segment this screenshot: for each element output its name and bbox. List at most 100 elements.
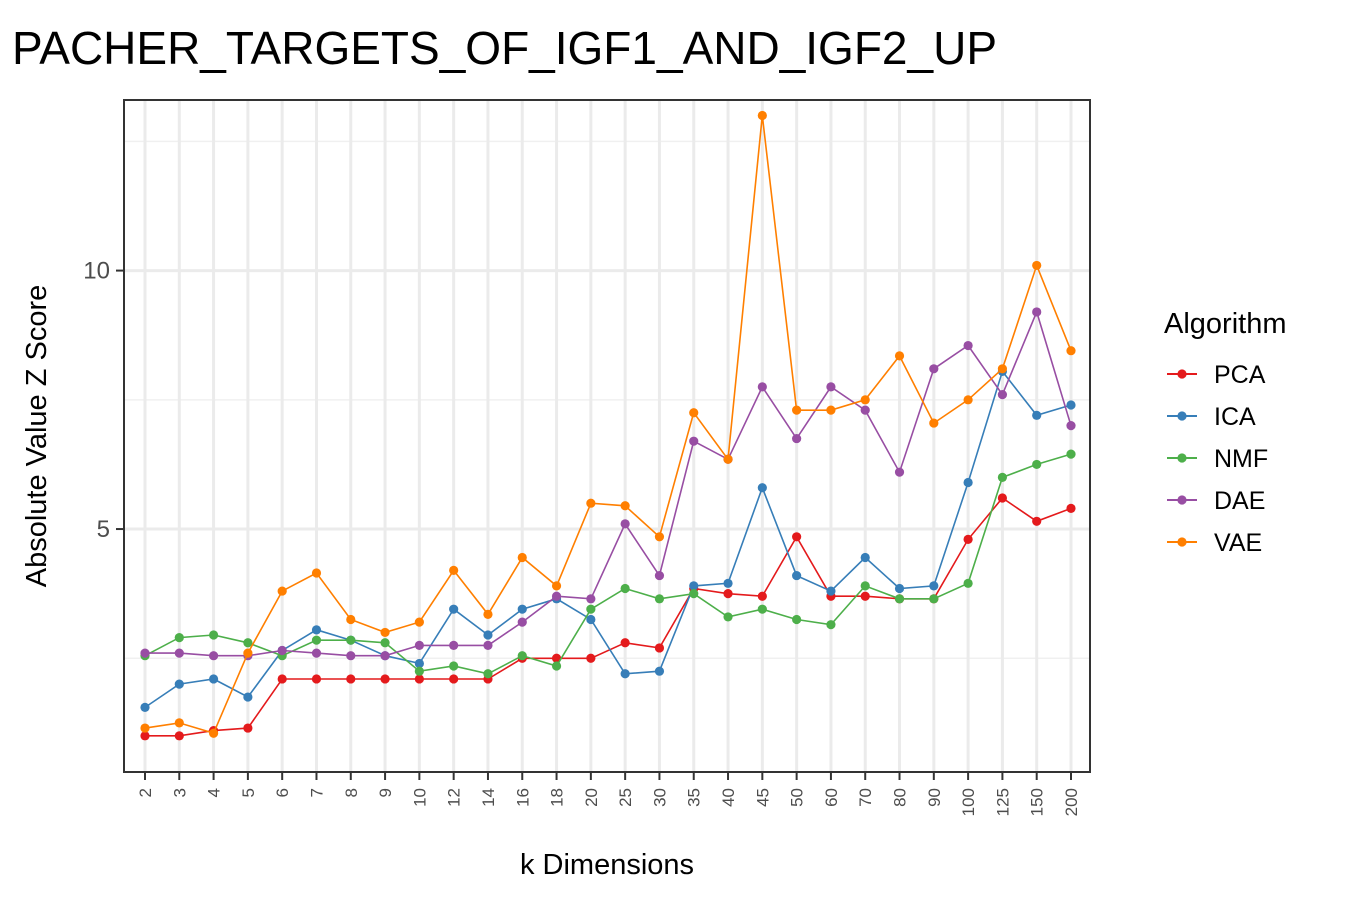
data-point: [963, 477, 973, 488]
legend-item-dae: DAE: [1167, 487, 1265, 515]
data-point: [1032, 516, 1042, 526]
data-point: [792, 614, 802, 625]
data-point: [140, 731, 150, 741]
data-point: [757, 591, 767, 601]
data-point: [483, 609, 493, 619]
x-tick-label: 60: [822, 788, 841, 807]
data-point: [551, 581, 562, 591]
data-point: [449, 565, 459, 576]
data-point: [311, 568, 322, 578]
data-point: [860, 581, 870, 591]
data-point: [929, 418, 939, 428]
data-point: [414, 666, 424, 676]
x-tick-label: 50: [788, 788, 807, 807]
x-tick-label: 12: [445, 788, 464, 807]
data-point: [311, 674, 322, 684]
data-point: [1066, 503, 1076, 513]
series-line-nmf: [144, 453, 1072, 675]
series-nmf: [140, 449, 1076, 679]
data-point: [1066, 346, 1076, 356]
data-point: [723, 578, 733, 588]
series-vae: [140, 110, 1076, 738]
x-tick-label: 45: [753, 788, 772, 807]
x-tick-label: 18: [548, 788, 567, 807]
x-tick-label: 80: [891, 788, 910, 807]
x-tick-label: 5: [239, 788, 258, 797]
data-point: [174, 648, 184, 658]
x-tick-label: 20: [582, 788, 601, 807]
data-point: [586, 653, 596, 663]
legend-key-point: [1177, 369, 1187, 379]
data-point: [140, 702, 150, 712]
y-axis: 5 10: [83, 258, 124, 543]
data-point: [517, 617, 527, 627]
data-point: [894, 583, 905, 594]
data-point: [551, 591, 562, 601]
series-line-ica: [144, 369, 1072, 709]
x-tick-label: 30: [650, 788, 669, 807]
x-tick-label: 6: [273, 788, 292, 797]
plot-border: [123, 99, 1091, 773]
data-point: [586, 604, 596, 614]
x-tick-label: 25: [616, 788, 635, 807]
data-point: [654, 643, 665, 653]
data-point: [311, 625, 322, 635]
data-point: [1066, 449, 1076, 459]
data-point: [174, 633, 184, 643]
data-point: [277, 586, 287, 596]
data-point: [517, 651, 527, 661]
x-axis: 2 3 4 5 6 7 8 9 10 12 14 16 18 20 25 30 35 40 45 50 60 70 80 90…: [136, 772, 1081, 816]
data-point: [963, 340, 973, 351]
data-point: [792, 570, 802, 581]
data-point: [243, 648, 253, 658]
data-point: [586, 614, 596, 625]
data-point: [140, 723, 150, 733]
data-point: [449, 661, 459, 671]
data-point: [654, 570, 665, 581]
legend-key-point: [1177, 411, 1187, 421]
y-axis-title: Absolute Value Z Score: [21, 285, 53, 588]
data-point: [243, 692, 253, 702]
data-point: [997, 364, 1008, 374]
data-point: [1066, 421, 1076, 431]
data-point: [929, 581, 939, 591]
data-point: [1032, 307, 1042, 317]
data-point: [1032, 410, 1042, 420]
data-point: [380, 674, 390, 684]
x-tick-label: 3: [170, 788, 189, 797]
data-point: [414, 658, 424, 669]
legend-label: VAE: [1214, 529, 1262, 557]
legend-key-point: [1177, 453, 1187, 463]
data-point: [208, 651, 219, 661]
data-point: [826, 382, 836, 392]
data-point: [346, 635, 356, 645]
y-tick-label: 10: [83, 258, 110, 285]
data-point: [654, 594, 665, 604]
data-point: [723, 589, 733, 599]
x-tick-label: 8: [342, 788, 361, 797]
data-point: [757, 483, 767, 493]
data-point: [894, 467, 905, 477]
data-point: [620, 638, 630, 648]
data-point: [277, 674, 287, 684]
data-point: [208, 674, 219, 684]
data-point: [243, 723, 253, 733]
series-line-vae: [144, 115, 1072, 735]
legend-item-nmf: NMF: [1167, 445, 1268, 473]
data-point: [689, 589, 699, 599]
chart-title: PACHER_TARGETS_OF_IGF1_AND_IGF2_UP: [12, 22, 997, 74]
data-point: [757, 604, 767, 614]
x-tick-label: 4: [205, 788, 224, 797]
data-point: [997, 493, 1008, 503]
x-tick-label: 70: [856, 788, 875, 807]
data-point: [894, 351, 905, 361]
data-point: [792, 532, 802, 542]
data-point: [997, 390, 1008, 400]
data-point: [586, 594, 596, 604]
legend-label: ICA: [1214, 403, 1256, 431]
legend: Algorithm PCA ICA NMF DAE VAE: [1164, 308, 1287, 557]
data-point: [346, 674, 356, 684]
data-point: [414, 674, 424, 684]
